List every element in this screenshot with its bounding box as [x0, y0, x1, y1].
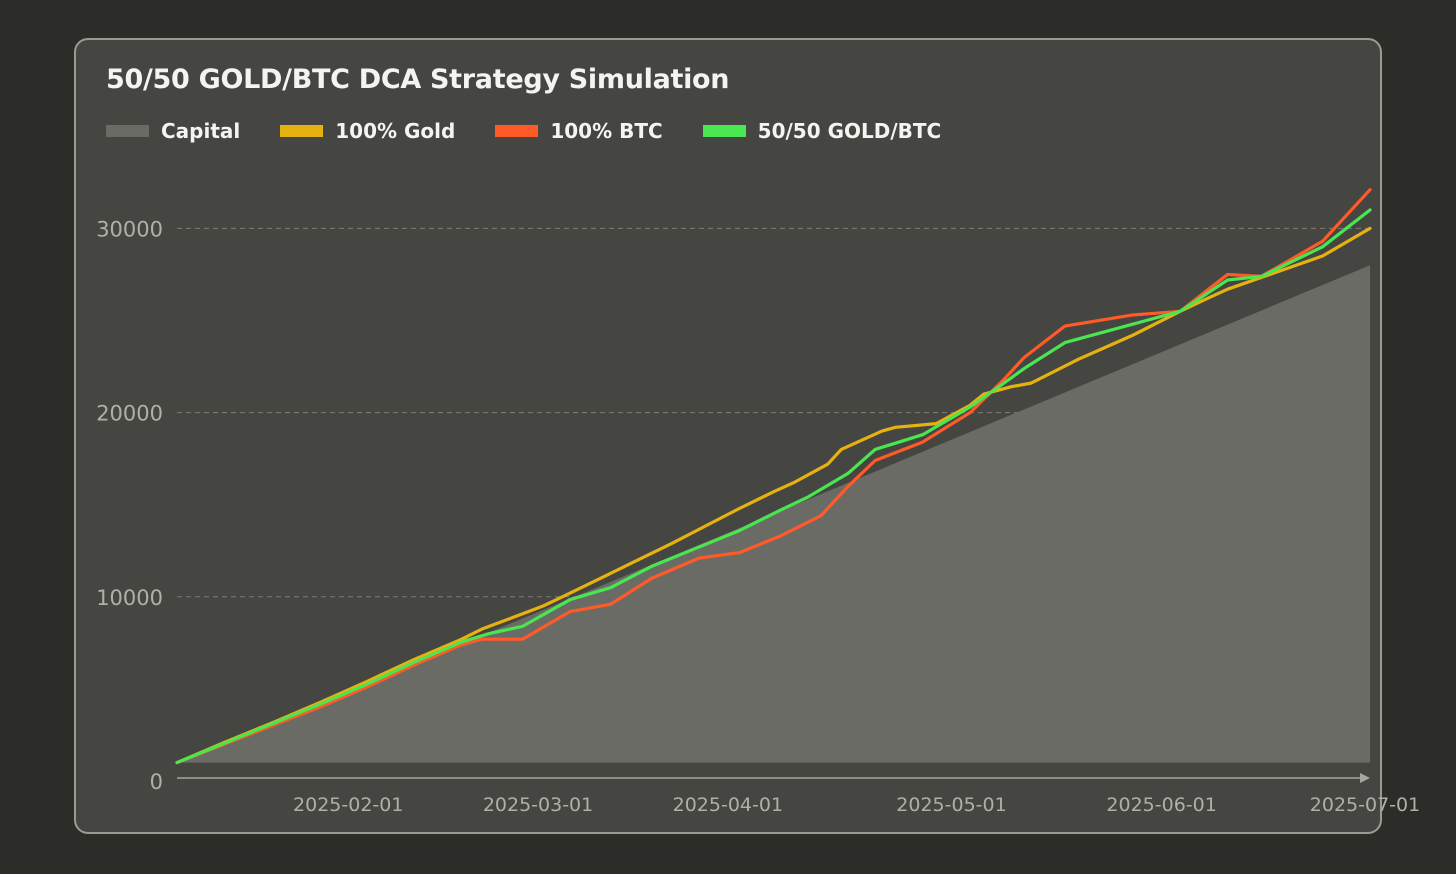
legend-label-capital: Capital	[161, 119, 241, 143]
mix-line[interactable]	[175, 208, 1372, 765]
chart-title: 50/50 GOLD/BTC DCA Strategy Simulation	[106, 64, 730, 95]
x-tick-label-2025-04-01: 2025-04-01	[673, 794, 783, 816]
y-tick-label-30000: 30000	[96, 217, 163, 241]
btc-line[interactable]	[175, 188, 1372, 765]
legend-label-mix: 50/50 GOLD/BTC	[757, 119, 942, 143]
legend-label-gold: 100% Gold	[335, 119, 456, 143]
legend: Capital 100% Gold 100% BTC 50/50 GOLD/BT…	[106, 118, 981, 144]
legend-swatch-btc	[495, 125, 539, 137]
y-tick-label-0: 0	[150, 770, 163, 794]
x-tick-label-2025-05-01: 2025-05-01	[896, 794, 1006, 816]
legend-item-mix[interactable]: 50/50 GOLD/BTC	[702, 119, 942, 143]
y-tick-label-20000: 20000	[96, 402, 163, 426]
x-tick-label-2025-02-01: 2025-02-01	[293, 794, 403, 816]
legend-item-gold[interactable]: 100% Gold	[280, 119, 455, 143]
x-axis-arrow-icon	[1360, 773, 1370, 783]
x-tick-label-2025-03-01: 2025-03-01	[483, 794, 593, 816]
legend-swatch-mix	[702, 125, 746, 137]
x-tick-label-2025-06-01: 2025-06-01	[1106, 794, 1216, 816]
y-tick-label-10000: 10000	[96, 586, 163, 610]
x-tick-label-2025-07-01: 2025-07-01	[1310, 794, 1420, 816]
legend-item-btc[interactable]: 100% BTC	[495, 119, 663, 143]
legend-swatch-capital	[106, 125, 149, 137]
legend-swatch-gold	[280, 125, 324, 137]
gold-line[interactable]	[175, 226, 1372, 765]
legend-label-btc: 100% BTC	[550, 119, 663, 143]
legend-item-capital[interactable]: Capital	[106, 119, 240, 143]
